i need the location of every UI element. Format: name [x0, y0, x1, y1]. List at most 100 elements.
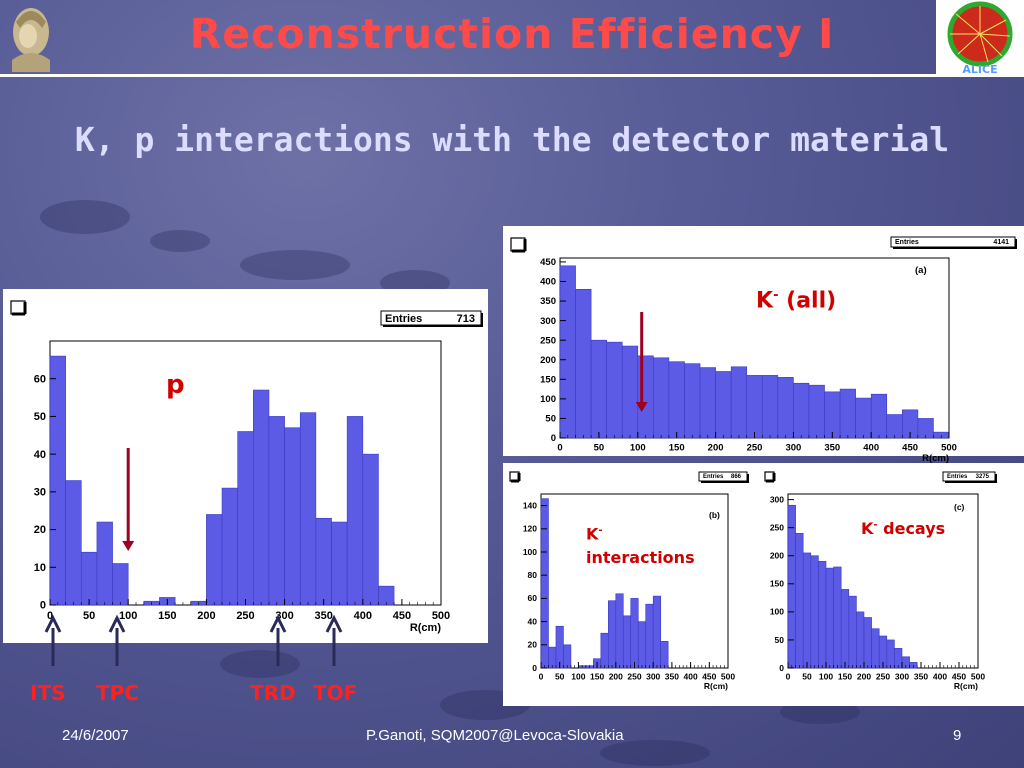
y-tick-label: 50	[545, 414, 556, 425]
y-tick-label: 30	[34, 487, 46, 499]
canvas-icon	[509, 471, 521, 483]
k-all-histogram-chart: 0 50 100 150 200 250 300 350 400 450 500 0 50 100 150 2…	[510, 236, 1017, 464]
y-tick-label: 0	[532, 663, 537, 673]
histogram-bar	[684, 363, 701, 439]
histogram-bar	[886, 414, 903, 439]
histogram-bar	[548, 646, 557, 669]
x-tick-label: 500	[941, 443, 957, 454]
y-tick-label: 20	[528, 640, 538, 650]
histogram-bar	[630, 598, 639, 669]
y-tick-label: 100	[770, 607, 784, 617]
histogram-bar	[221, 487, 238, 606]
y-tick-label: 140	[523, 500, 537, 510]
entries-value: 3275	[976, 474, 990, 480]
x-tick-label: 300	[895, 672, 909, 682]
histogram-bar	[575, 289, 592, 439]
canvas-icon	[510, 237, 527, 253]
x-tick-label: 300	[275, 610, 293, 622]
histogram-bar	[808, 384, 825, 439]
y-tick-label: 100	[540, 394, 556, 405]
x-tick-label: 500	[971, 672, 985, 682]
x-tick-label: 0	[786, 672, 791, 682]
panel-tag: (a)	[915, 265, 927, 276]
panel-tag: (c)	[954, 502, 965, 512]
k-all-sup: -	[773, 288, 779, 303]
slide-subtitle: K, p interactions with the detector mate…	[74, 120, 950, 159]
x-tick-label: 50	[802, 672, 812, 682]
histogram-bar	[715, 371, 732, 439]
alice-logo-text: ALICE	[962, 63, 997, 76]
y-tick-label: 20	[34, 524, 46, 536]
histogram-bar	[590, 339, 607, 439]
histogram-bar	[65, 480, 82, 606]
red-down-arrow	[122, 448, 135, 551]
x-tick-label: 150	[838, 672, 852, 682]
y-tick-label: 450	[540, 257, 556, 268]
histogram-bar	[637, 621, 647, 669]
histogram-bar	[652, 595, 661, 669]
x-axis-title: R(cm)	[954, 681, 978, 691]
k-all-rest: (all)	[786, 288, 837, 314]
histogram-bar	[606, 341, 623, 439]
x-axis-title: R(cm)	[410, 622, 442, 634]
histogram-bar	[668, 361, 685, 439]
panel-lower-histograms: 0 50 100 150 200 250 300 350 400 450 500 0 20 40 60 80 1…	[503, 463, 1024, 706]
y-tick-label: 100	[523, 547, 537, 557]
histogram-bar	[346, 416, 364, 606]
histogram-bar	[268, 416, 285, 606]
y-tick-label: 50	[34, 411, 46, 423]
entries-label: Entries	[703, 474, 724, 480]
panel-k-all-histogram: 0 50 100 150 200 250 300 350 400 450 500 0 50 100 150 2…	[503, 226, 1024, 464]
background-bubble	[150, 230, 210, 252]
slide-title: Reconstruction Efficiency I	[189, 10, 835, 58]
histogram-bar	[793, 382, 810, 439]
histogram-bar	[699, 367, 716, 439]
y-tick-label: 0	[40, 600, 46, 612]
histogram-bar	[622, 615, 632, 669]
histogram-bar	[362, 453, 379, 606]
histogram-bar	[839, 388, 856, 439]
entries-label: Entries	[385, 313, 422, 325]
x-tick-label: 450	[702, 672, 716, 682]
p-histogram-chart: 0 50 100 150 200 250 300 350 400 450 500 0 10 20 30 40 5…	[10, 300, 483, 634]
panel-p-histogram: 0 50 100 150 200 250 300 350 400 450 500 0 10 20 30 40 5…	[3, 289, 488, 643]
y-tick-label: 120	[523, 524, 537, 534]
y-tick-label: 200	[770, 551, 784, 561]
x-tick-label: 500	[721, 672, 735, 682]
x-tick-label: 400	[684, 672, 698, 682]
y-tick-label: 150	[540, 374, 556, 385]
x-tick-label: 250	[876, 672, 890, 682]
k-decays-label: K- decays	[861, 519, 945, 538]
entries-box: Entries 3275	[942, 471, 997, 483]
entries-box: Entries 866	[698, 471, 749, 483]
x-tick-label: 450	[393, 610, 411, 622]
x-tick-label: 400	[863, 443, 879, 454]
histogram-bar	[237, 431, 254, 606]
x-tick-label: 350	[824, 443, 840, 454]
histogram-bar	[600, 632, 609, 669]
x-tick-label: 450	[902, 443, 918, 454]
x-axis-title: R(cm)	[704, 681, 728, 691]
x-tick-label: 150	[669, 443, 685, 454]
histogram-bar	[855, 397, 872, 439]
x-tick-label: 350	[665, 672, 679, 682]
histogram-bar	[299, 412, 317, 606]
x-axis-title: R(cm)	[922, 453, 949, 464]
x-tick-label: 300	[646, 672, 660, 682]
x-tick-label: 200	[708, 443, 724, 454]
histogram-bar	[331, 521, 348, 606]
x-tick-label: 100	[571, 672, 585, 682]
detector-label-tof: TOF	[313, 681, 358, 705]
entries-value: 4141	[993, 239, 1009, 246]
histogram-bar	[206, 514, 223, 606]
histogram-bar	[253, 389, 270, 606]
y-tick-label: 400	[540, 277, 556, 288]
y-tick-label: 300	[770, 494, 784, 504]
histogram-bar	[563, 644, 572, 669]
x-tick-label: 250	[627, 672, 641, 682]
background-bubble	[40, 200, 130, 234]
x-tick-label: 200	[857, 672, 871, 682]
y-tick-label: 60	[528, 593, 538, 603]
x-tick-label: 150	[590, 672, 604, 682]
histogram-bar	[80, 551, 98, 606]
